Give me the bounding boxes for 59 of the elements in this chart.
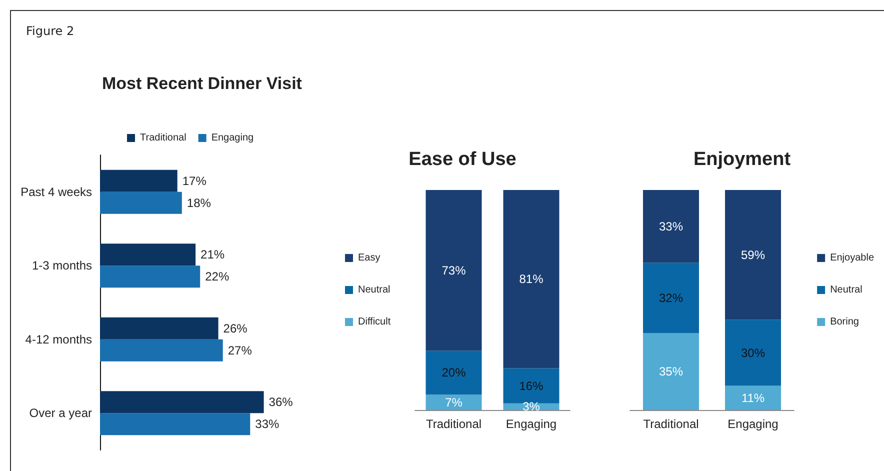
data-label: 73% — [442, 263, 466, 278]
legend-label: Engaging — [211, 132, 254, 144]
bar — [100, 192, 182, 214]
data-label: 20% — [442, 366, 466, 380]
bar — [503, 190, 560, 368]
bar — [100, 170, 178, 192]
x-tick-label: Engaging — [728, 417, 778, 431]
y-tick-label: Past 4 weeks — [20, 184, 92, 199]
data-label: 59% — [740, 248, 766, 262]
data-label: 18% — [186, 196, 212, 210]
x-tick-label: Traditional — [643, 417, 699, 431]
legend-label: Boring — [830, 316, 859, 328]
bar — [643, 262, 699, 333]
data-label: 11% — [741, 390, 765, 405]
legend-label: Neutral — [830, 284, 862, 296]
y-tick-label: 4-12 months — [25, 332, 92, 346]
bar — [426, 350, 482, 395]
data-label: 17% — [182, 174, 207, 188]
bar — [643, 333, 699, 410]
bar — [100, 391, 264, 414]
bar — [100, 317, 218, 340]
data-label: 3% — [522, 400, 540, 414]
bar — [725, 190, 781, 320]
data-label: 16% — [519, 378, 544, 393]
chart-title: Enjoyment — [693, 149, 792, 170]
data-label: 21% — [200, 248, 225, 262]
legend-label: Difficult — [358, 316, 391, 328]
bar — [100, 413, 250, 436]
y-tick-label: Over a year — [29, 406, 92, 420]
caption: Figure 2 — [26, 24, 74, 38]
bar — [503, 368, 560, 404]
bar — [643, 190, 699, 263]
chart-title: Ease of Use — [408, 149, 516, 170]
data-label: 81% — [519, 272, 544, 286]
data-label: 33% — [255, 417, 280, 432]
data-label: 26% — [223, 321, 248, 336]
chart-title: Most Recent Dinner Visit — [102, 74, 302, 93]
data-label: 33% — [658, 219, 684, 234]
data-label: 36% — [268, 395, 294, 410]
data-label: 30% — [740, 346, 766, 360]
legend-label: Easy — [358, 252, 380, 264]
y-tick-label: 1-3 months — [32, 258, 92, 273]
data-label: 27% — [228, 343, 252, 358]
data-label: 22% — [205, 270, 230, 284]
legend-label: Traditional — [140, 132, 186, 144]
legend-label: Enjoyable — [830, 252, 874, 264]
bar — [100, 339, 223, 362]
data-label: 32% — [658, 290, 684, 305]
bar — [100, 266, 200, 288]
bar — [426, 190, 482, 351]
x-tick-label: Engaging — [506, 417, 557, 431]
legend-label: Neutral — [358, 284, 390, 296]
bar — [100, 244, 196, 266]
x-tick-label: Traditional — [426, 417, 482, 431]
bar — [426, 394, 482, 410]
data-label: 7% — [445, 395, 463, 410]
data-label: 35% — [658, 364, 684, 378]
bar — [725, 320, 781, 386]
bar — [725, 386, 781, 410]
